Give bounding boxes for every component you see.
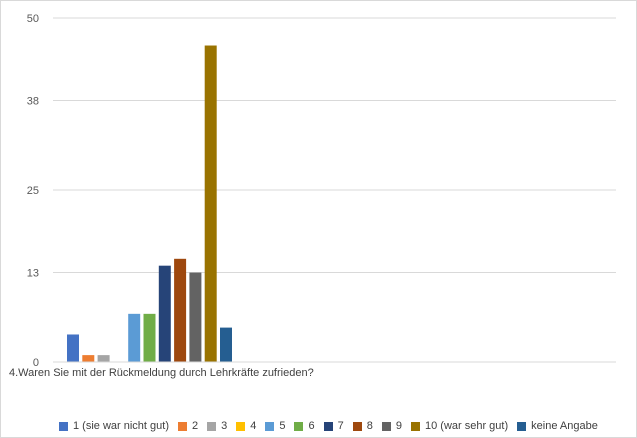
y-tick-label: 0 — [33, 357, 39, 366]
legend: 1 (sie war nicht gut) 2 3 4 5 6 7 8 9 10 (war seh… — [59, 420, 607, 432]
legend-item-4: 4 — [236, 420, 256, 432]
bars — [67, 45, 232, 363]
legend-swatch — [236, 421, 246, 431]
y-tick-label: 50 — [27, 13, 39, 25]
bar-series-5 — [128, 313, 141, 362]
bar-series-1 — [67, 334, 79, 362]
legend-item-3: 3 — [207, 420, 227, 432]
bar-series-10 — [204, 45, 217, 363]
legend-label: 8 — [366, 420, 373, 432]
y-tick-label: 13 — [27, 268, 39, 280]
legend-swatch — [381, 421, 391, 431]
legend-label: 4 — [250, 420, 257, 432]
legend-label: 1 (sie war nicht gut) — [73, 420, 169, 432]
legend-swatch — [207, 421, 217, 431]
bar-series-2 — [82, 355, 95, 362]
legend-item-6: 6 — [294, 420, 315, 432]
bar-series-7 — [158, 265, 171, 362]
bar-chart-plot: 0 13 25 38 50 — [27, 13, 616, 366]
y-axis-ticks: 0 13 25 38 50 — [27, 13, 39, 366]
bar-series-11 — [220, 327, 232, 362]
legend-item-7: 7 — [323, 420, 344, 432]
legend-item-9: 9 — [381, 420, 402, 432]
legend-swatch — [59, 421, 68, 431]
bar-series-9 — [189, 272, 202, 362]
legend-label: 6 — [308, 420, 315, 432]
legend-label: 9 — [395, 420, 402, 432]
bar-series-3 — [97, 355, 110, 362]
legend-label: 10 (war sehr gut) — [424, 420, 509, 432]
gridlines — [53, 17, 616, 274]
legend-swatch — [294, 421, 304, 431]
y-tick-label: 38 — [27, 96, 39, 108]
legend-item-11: keine Angabe — [517, 420, 598, 432]
legend-label: 5 — [279, 420, 286, 432]
legend-label: keine Angabe — [531, 420, 598, 432]
bar-series-6 — [143, 313, 156, 362]
legend-item-2: 2 — [177, 420, 199, 432]
legend-swatch — [323, 421, 333, 431]
legend-item-8: 8 — [352, 420, 373, 432]
legend-label: 3 — [221, 420, 228, 432]
bar-series-8 — [174, 258, 187, 362]
legend-swatch — [177, 421, 187, 431]
legend-swatch — [265, 421, 275, 431]
y-tick-label: 25 — [27, 185, 39, 197]
legend-item-5: 5 — [265, 420, 285, 432]
legend-label: 2 — [191, 420, 199, 432]
legend-item-1: 1 (sie war nicht gut) — [59, 420, 169, 432]
x-axis-category-label: 4.Waren Sie mit der Rückmeldung durch Le… — [9, 367, 314, 379]
legend-item-10: 10 (war sehr gut) — [410, 420, 509, 432]
legend-swatch — [410, 421, 420, 431]
legend-swatch — [517, 421, 527, 431]
legend-swatch — [352, 421, 362, 431]
legend-label: 7 — [337, 420, 344, 432]
